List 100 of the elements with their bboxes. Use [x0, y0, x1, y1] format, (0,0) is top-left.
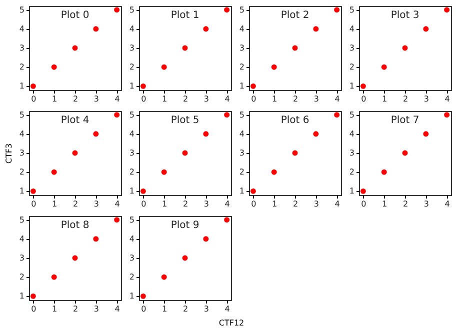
- x-tick-label: 3: [314, 200, 319, 208]
- point: [72, 45, 78, 51]
- y-tick-label: 2: [349, 168, 354, 177]
- chart-title: Plot 6: [280, 114, 310, 126]
- x-tick-label: 2: [182, 200, 188, 208]
- point: [423, 26, 429, 32]
- point: [381, 64, 387, 70]
- point: [30, 188, 36, 194]
- y-tick-label: 1: [239, 82, 244, 91]
- point: [360, 188, 366, 194]
- y-tick-label: 3: [129, 44, 134, 52]
- y-tick-label: 2: [19, 62, 24, 72]
- chart-title: Plot 9: [170, 220, 200, 231]
- x-tick-label: 0: [251, 200, 256, 208]
- y-tick-label: 1: [129, 292, 134, 301]
- x-tick-label: 4: [224, 304, 230, 314]
- chart-title: Plot 3: [390, 10, 420, 21]
- point: [140, 188, 146, 194]
- point: [292, 45, 298, 51]
- y-tick-label: 1: [129, 82, 134, 91]
- y-tick-label: 4: [19, 129, 24, 138]
- x-tick-label: 0: [31, 200, 36, 208]
- point: [224, 7, 230, 13]
- x-tick-label: 1: [52, 200, 58, 208]
- y-tick-label: 5: [129, 215, 134, 224]
- x-tick-label: 2: [292, 94, 298, 104]
- y-tick-label: 5: [129, 110, 134, 120]
- x-tick-label: 4: [334, 200, 340, 208]
- y-tick-label: 5: [239, 5, 244, 14]
- x-tick-label: 0: [361, 94, 366, 104]
- x-tick-label: 4: [114, 200, 120, 208]
- x-tick-label: 0: [141, 94, 146, 104]
- chart-title: Plot 7: [390, 114, 420, 126]
- point: [182, 255, 188, 261]
- y-tick-label: 4: [19, 24, 24, 34]
- point: [72, 255, 78, 261]
- x-tick-label: 3: [314, 94, 319, 104]
- point: [203, 131, 209, 137]
- y-tick-label: 3: [19, 44, 24, 52]
- point: [313, 26, 319, 32]
- y-tick-label: 3: [129, 254, 134, 262]
- point: [114, 217, 120, 223]
- x-tick-label: 3: [94, 304, 99, 314]
- y-tick-label: 3: [349, 148, 354, 158]
- point: [423, 131, 429, 137]
- x-tick-label: 0: [31, 94, 36, 104]
- x-tick-label: 1: [382, 200, 388, 208]
- y-tick-label: 2: [239, 168, 244, 177]
- y-tick-label: 5: [19, 5, 24, 14]
- point: [360, 83, 366, 89]
- y-tick-label: 4: [239, 24, 244, 34]
- point: [444, 7, 450, 13]
- y-tick-label: 5: [19, 110, 24, 120]
- x-tick-label: 0: [31, 304, 36, 314]
- y-tick-label: 3: [239, 44, 244, 52]
- x-tick-label: 4: [444, 94, 450, 104]
- x-tick-label: 4: [334, 94, 340, 104]
- y-tick-label: 2: [239, 62, 244, 72]
- x-tick-label: 3: [424, 200, 429, 208]
- y-tick-label: 3: [19, 254, 24, 262]
- y-tick-label: 4: [349, 129, 354, 138]
- x-tick-label: 2: [402, 94, 408, 104]
- y-tick-label: 2: [129, 272, 134, 282]
- x-tick-label: 2: [402, 200, 408, 208]
- x-tick-label: 1: [382, 94, 388, 104]
- y-tick-label: 2: [129, 168, 134, 177]
- x-tick-label: 2: [72, 94, 78, 104]
- y-tick-label: 2: [19, 272, 24, 282]
- point: [30, 293, 36, 299]
- chart-title: Plot 1: [170, 10, 200, 21]
- x-tick-label: 1: [162, 94, 168, 104]
- point: [381, 169, 387, 175]
- x-tick-label: 1: [52, 94, 58, 104]
- y-tick-label: 1: [349, 82, 354, 91]
- x-tick-label: 0: [361, 200, 366, 208]
- point: [402, 45, 408, 51]
- x-tick-label: 1: [272, 200, 278, 208]
- point: [250, 188, 256, 194]
- point: [51, 274, 57, 280]
- y-tick-label: 1: [129, 186, 134, 196]
- point: [334, 7, 340, 13]
- x-tick-label: 2: [292, 200, 298, 208]
- x-tick-label: 3: [424, 94, 429, 104]
- point: [334, 112, 340, 118]
- y-tick-label: 1: [19, 292, 24, 301]
- point: [161, 169, 167, 175]
- point: [161, 274, 167, 280]
- y-tick-label: 5: [349, 110, 354, 120]
- point: [114, 112, 120, 118]
- x-tick-label: 0: [251, 94, 256, 104]
- y-tick-label: 4: [239, 129, 244, 138]
- x-tick-label: 1: [162, 200, 168, 208]
- chart-title: Plot 0: [60, 10, 90, 21]
- x-tick-label: 4: [224, 200, 230, 208]
- y-tick-label: 1: [349, 186, 354, 196]
- y-tick-label: 2: [129, 62, 134, 72]
- x-tick-label: 0: [141, 304, 146, 314]
- y-tick-label: 4: [129, 129, 134, 138]
- point: [30, 83, 36, 89]
- point: [72, 150, 78, 156]
